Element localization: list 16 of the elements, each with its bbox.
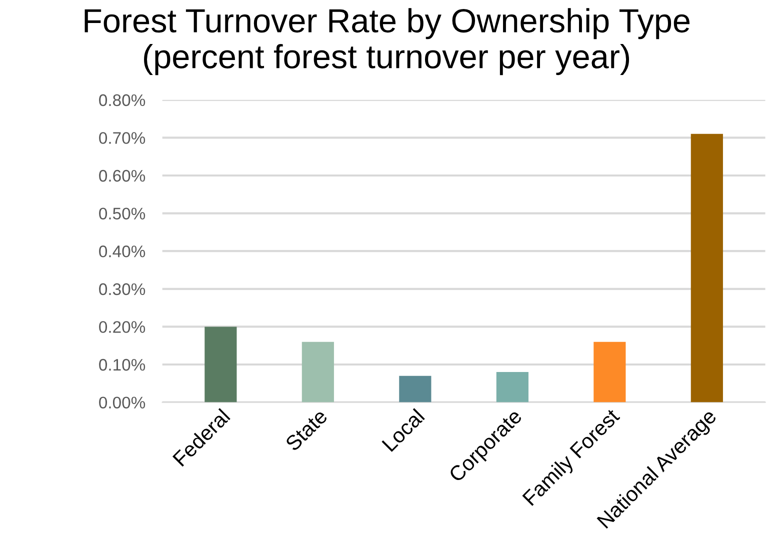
y-tick-label: 0.00% bbox=[99, 396, 146, 409]
y-tick-label: 0.40% bbox=[99, 246, 146, 258]
bar bbox=[302, 342, 334, 402]
bar bbox=[496, 372, 528, 402]
bar bbox=[594, 342, 626, 402]
chart-title: Forest Turnover Rate by Ownership Type (percent forest turnover per year) bbox=[84, 8, 690, 76]
y-tick-label: 0.20% bbox=[99, 321, 146, 333]
y-tick-label: 0.10% bbox=[99, 358, 146, 371]
y-tick-label: 0.60% bbox=[99, 170, 146, 182]
bar bbox=[399, 376, 432, 402]
bar bbox=[204, 326, 237, 402]
y-tick-label: 0.70% bbox=[99, 132, 146, 144]
y-tick-label: 0.30% bbox=[99, 283, 146, 296]
y-tick-label: 0.50% bbox=[99, 208, 146, 220]
bar bbox=[690, 134, 723, 402]
y-tick-label: 0.80% bbox=[99, 94, 146, 106]
